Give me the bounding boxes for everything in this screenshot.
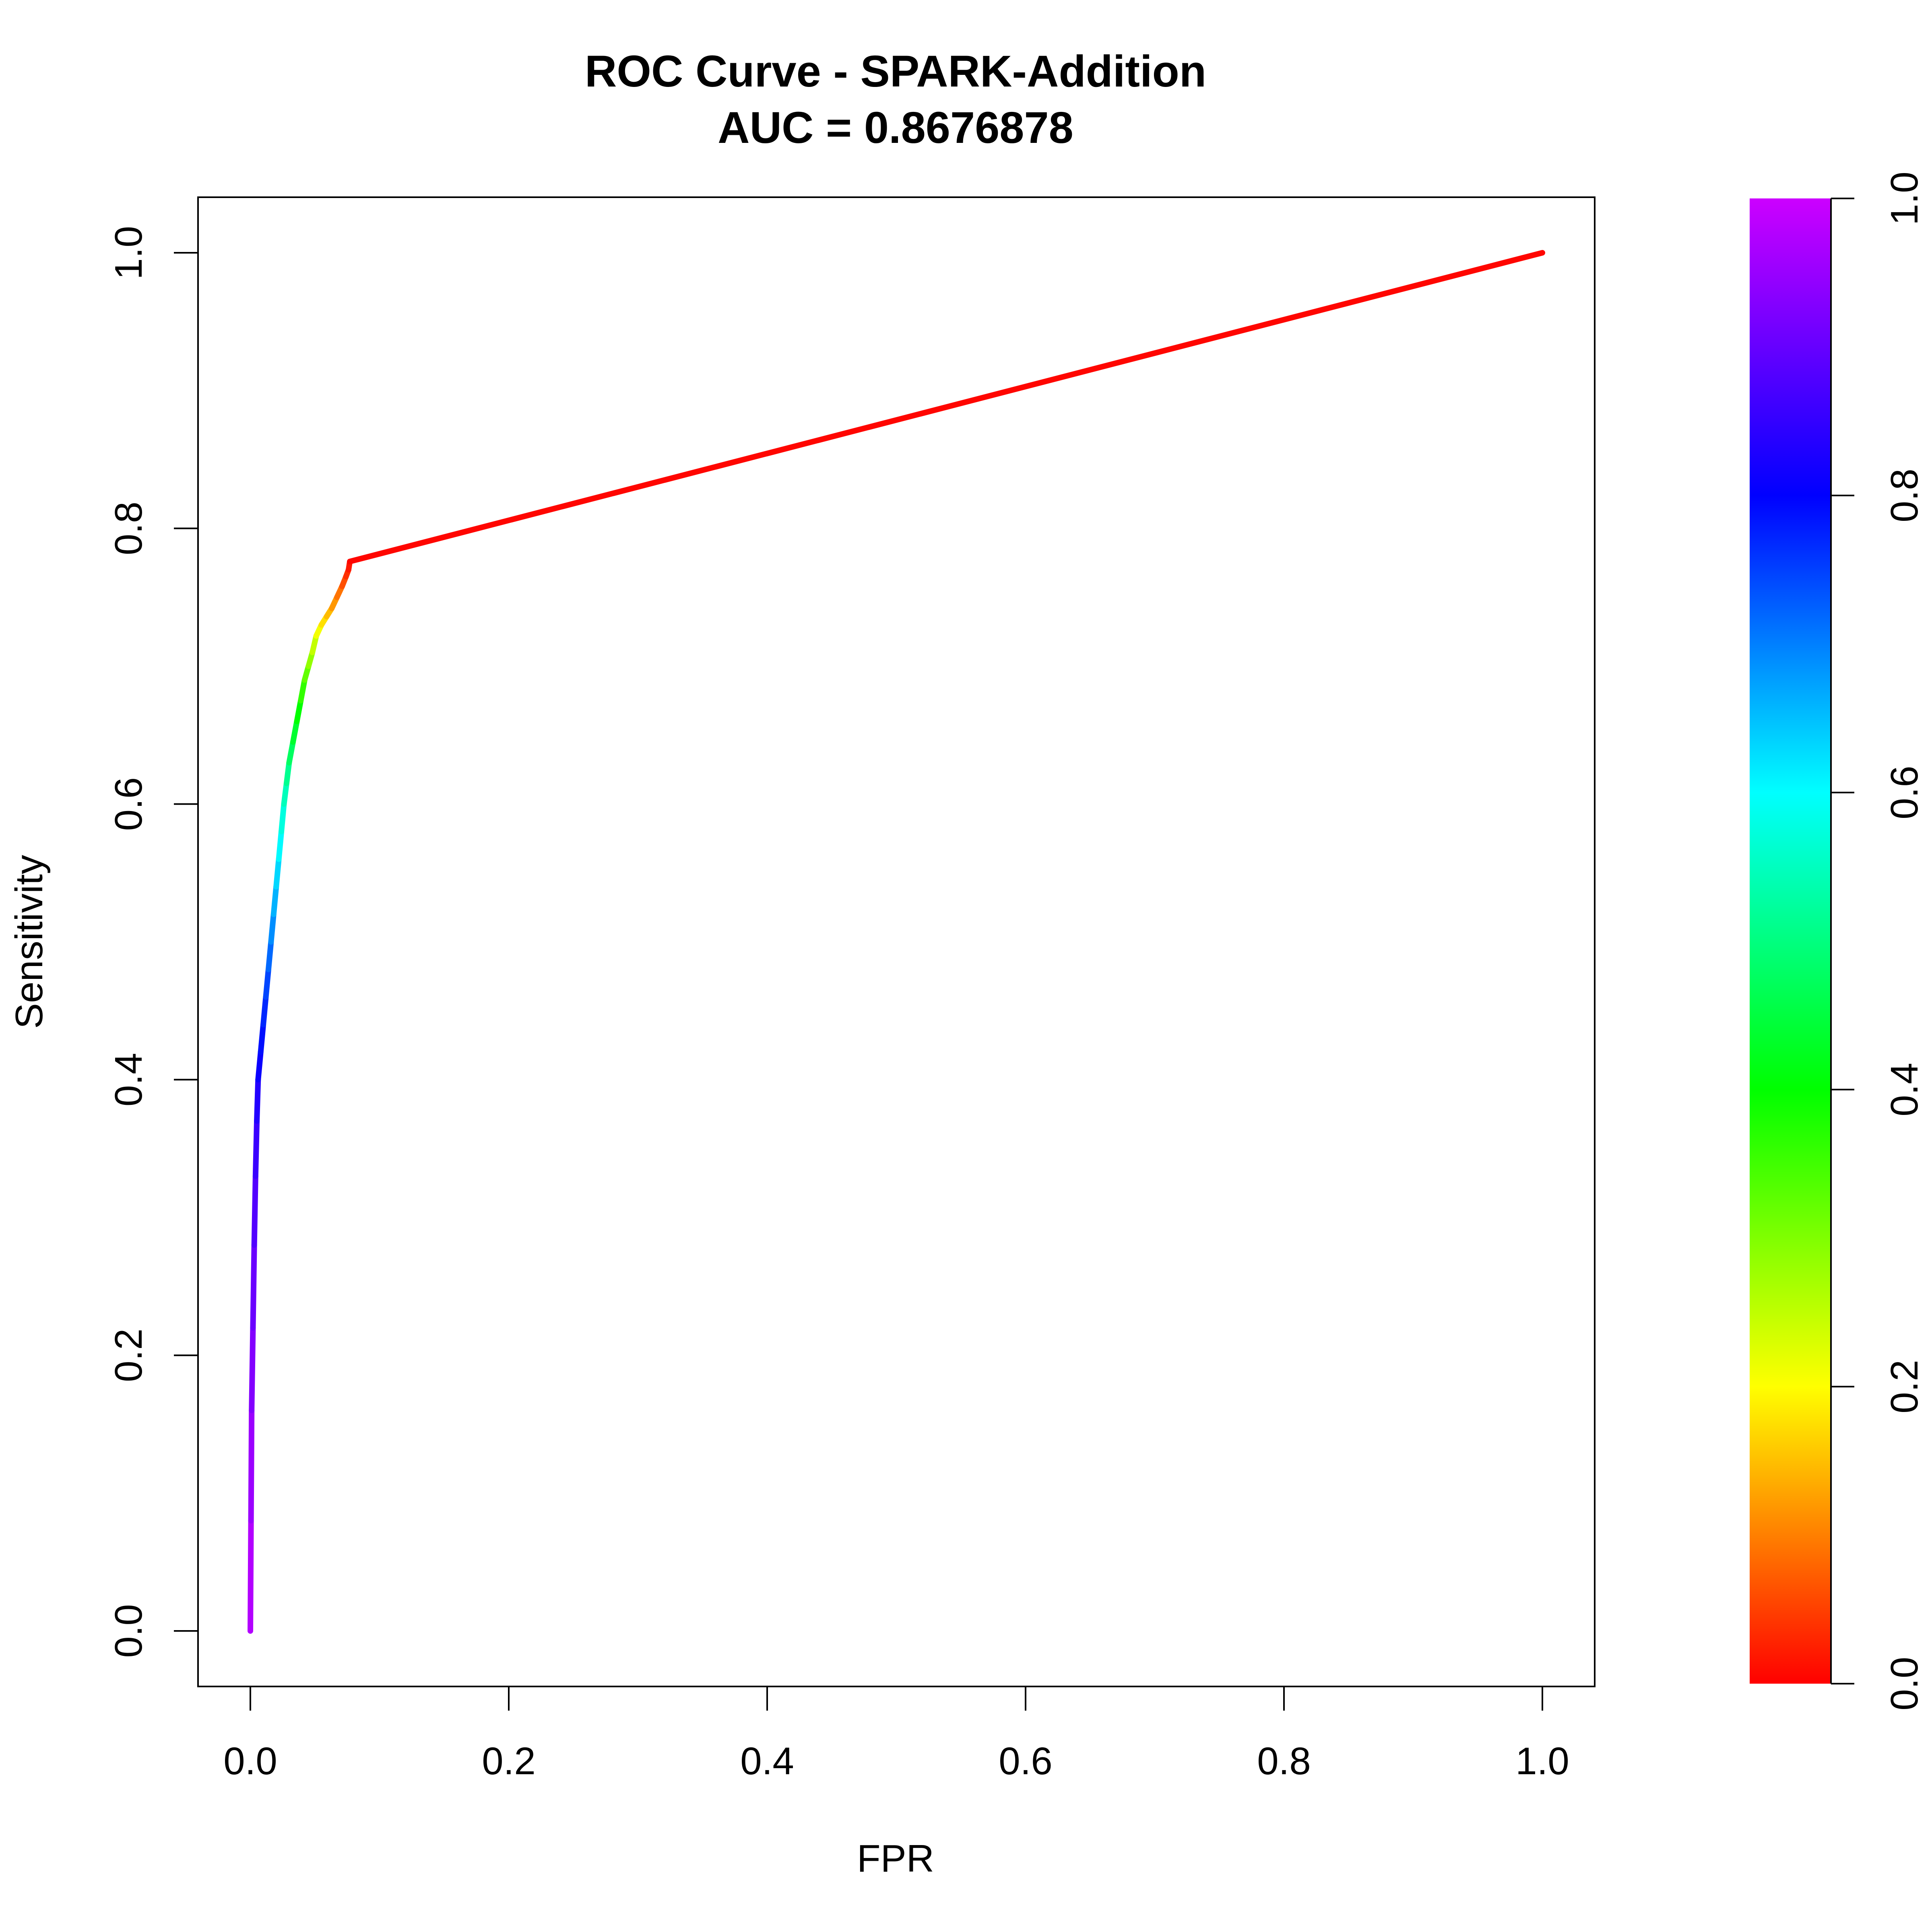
x-tick-label: 0.0: [223, 1740, 277, 1783]
roc-curve-segment: [310, 633, 319, 655]
roc-curve-segment: [279, 801, 287, 835]
roc-curve-segment: [249, 1325, 256, 1414]
roc-curve-segment: [252, 1118, 260, 1179]
x-tick-label: 0.4: [740, 1740, 794, 1783]
roc-curve-segment: [268, 911, 277, 945]
roc-curve-segment: [273, 856, 282, 890]
colorbar-tick-label: 0.0: [1883, 1657, 1926, 1710]
roc-curve-segment: [283, 760, 292, 786]
colorbar-tick-label: 0.2: [1883, 1360, 1926, 1413]
roc-curve-segment: [298, 677, 308, 704]
y-tick-label: 1.0: [107, 226, 150, 279]
roc-curve-segment: [290, 718, 300, 745]
y-tick-label: 0.2: [107, 1328, 150, 1382]
roc-curve-segment: [258, 1022, 266, 1055]
roc-curve-segment: [347, 250, 1545, 564]
x-tick-label: 0.8: [1257, 1740, 1311, 1783]
colorbar-tick-label: 0.6: [1883, 766, 1926, 819]
y-tick-label: 0.6: [107, 777, 150, 831]
roc-curve-segment: [276, 829, 285, 862]
y-tick-label: 0.8: [107, 502, 150, 555]
x-tick-label: 0.2: [482, 1740, 535, 1783]
roc-curve-segment: [254, 1077, 261, 1124]
x-axis-label: FPR: [857, 1837, 934, 1880]
roc-curve-segment: [248, 1408, 255, 1524]
roc-curve-segment: [281, 780, 289, 807]
roc-curve-segment: [255, 1049, 264, 1083]
colorbar-tick-label: 0.8: [1883, 469, 1926, 522]
roc-curve-segment: [250, 1242, 257, 1331]
roc-curve-segment: [260, 994, 269, 1028]
roc-curve-segment: [263, 966, 271, 1000]
x-axis: 0.0 0.2 0.4 0.6 0.8 1.0: [223, 1686, 1569, 1783]
y-tick-label: 0.0: [107, 1604, 150, 1657]
roc-curve-segment: [251, 1173, 258, 1248]
y-axis-label: Sensitivity: [8, 855, 51, 1029]
chart-title: ROC Curve - SPARK-Addition: [585, 47, 1206, 96]
colorbar: [1750, 198, 1831, 1684]
colorbar-tick-label: 1.0: [1883, 171, 1926, 225]
roc-curve-segment: [294, 698, 304, 724]
roc-curve-segment: [286, 739, 296, 766]
roc-curve: [248, 250, 1545, 1634]
colorbar-tick-label: 0.4: [1883, 1063, 1926, 1116]
colorbar-axis: 0.0 0.2 0.4 0.6 0.8 1.0: [1830, 171, 1926, 1711]
chart-subtitle: AUC = 0.8676878: [718, 103, 1073, 153]
roc-curve-segment: [265, 939, 274, 972]
y-axis: 0.0 0.2 0.4 0.6 0.8 1.0: [107, 226, 199, 1658]
roc-curve-segment: [248, 1518, 254, 1634]
x-tick-label: 0.6: [999, 1740, 1052, 1783]
roc-curve-segment: [270, 884, 279, 917]
x-tick-label: 1.0: [1515, 1740, 1569, 1783]
y-tick-label: 0.4: [107, 1053, 150, 1106]
